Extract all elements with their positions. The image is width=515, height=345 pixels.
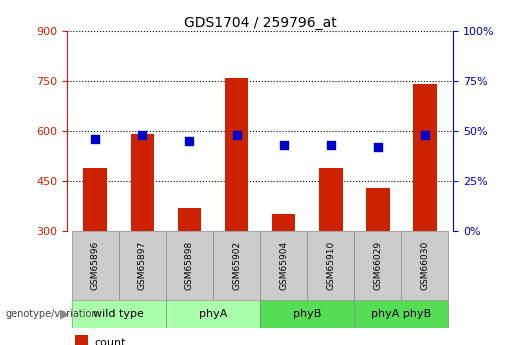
Bar — [307, 231, 354, 300]
Bar — [225, 78, 248, 231]
Text: phyA: phyA — [199, 309, 227, 319]
Bar — [119, 231, 166, 300]
Point — [91, 136, 99, 142]
Bar — [319, 168, 342, 231]
Text: GSM66030: GSM66030 — [420, 241, 430, 290]
Bar — [72, 231, 119, 300]
Bar — [72, 300, 166, 328]
Text: GSM65904: GSM65904 — [279, 241, 288, 290]
Text: phyA phyB: phyA phyB — [371, 309, 432, 319]
Point — [138, 132, 146, 138]
Bar — [178, 208, 201, 231]
Bar — [166, 300, 260, 328]
Bar — [213, 231, 260, 300]
Text: GSM65898: GSM65898 — [185, 241, 194, 290]
Bar — [130, 135, 154, 231]
Bar — [166, 231, 213, 300]
Point — [327, 142, 335, 148]
Text: GSM66029: GSM66029 — [373, 241, 382, 290]
Text: ▶: ▶ — [60, 307, 70, 321]
Text: GSM65896: GSM65896 — [91, 241, 100, 290]
Point — [280, 142, 288, 148]
Text: count: count — [94, 338, 126, 345]
Point — [185, 138, 194, 144]
Bar — [366, 188, 390, 231]
Title: GDS1704 / 259796_at: GDS1704 / 259796_at — [184, 16, 336, 30]
Text: GSM65902: GSM65902 — [232, 241, 241, 290]
Bar — [260, 300, 354, 328]
Text: phyB: phyB — [293, 309, 321, 319]
Point — [374, 144, 382, 150]
Bar — [75, 335, 88, 345]
Bar — [401, 231, 449, 300]
Bar — [354, 300, 449, 328]
Text: GSM65897: GSM65897 — [138, 241, 147, 290]
Text: genotype/variation: genotype/variation — [5, 309, 98, 319]
Text: wild type: wild type — [93, 309, 144, 319]
Point — [232, 132, 241, 138]
Bar — [354, 231, 401, 300]
Bar — [260, 231, 307, 300]
Bar — [413, 85, 437, 231]
Point — [421, 132, 429, 138]
Text: GSM65910: GSM65910 — [326, 241, 335, 290]
Bar — [272, 215, 296, 231]
Bar — [83, 168, 107, 231]
